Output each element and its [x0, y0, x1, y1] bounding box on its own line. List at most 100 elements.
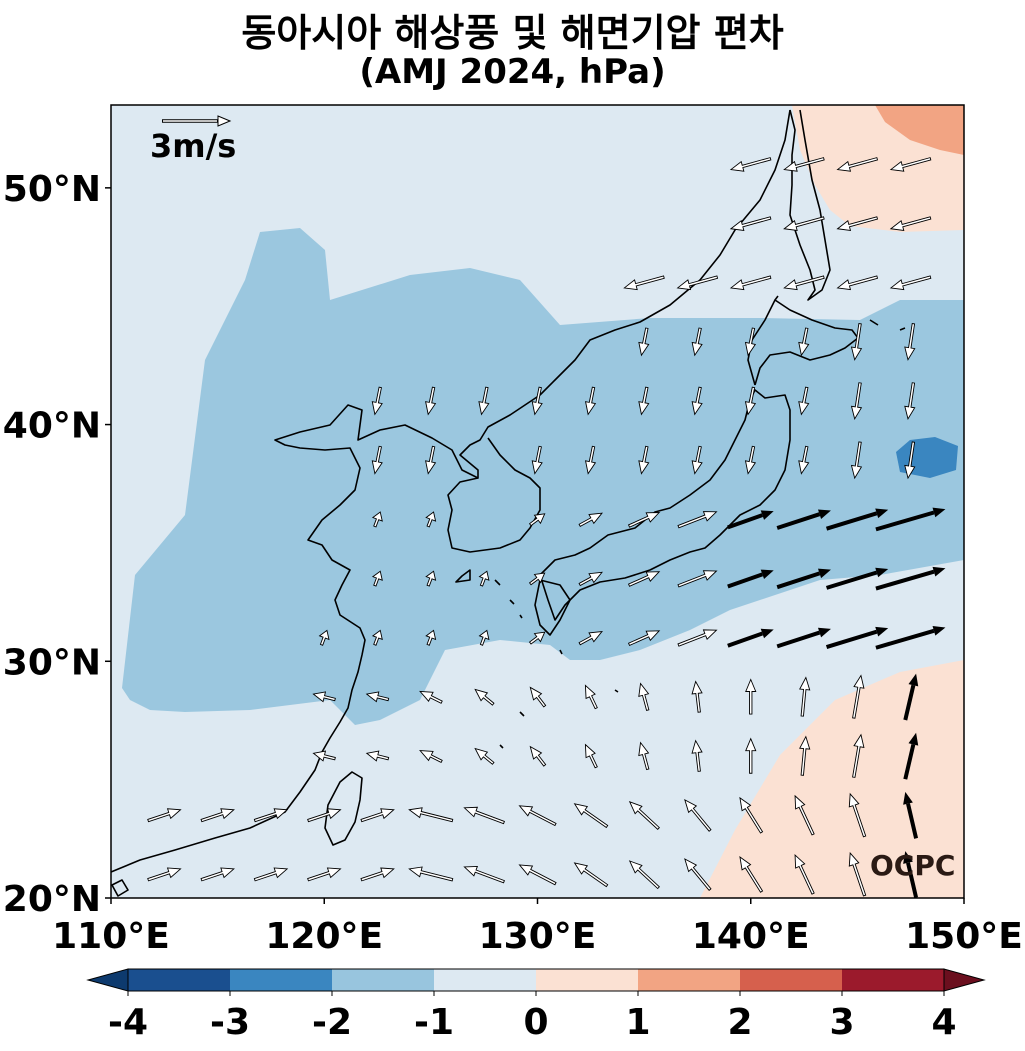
wind-vector: [889, 216, 932, 231]
wind-vector: [360, 808, 395, 823]
wind-vector: [848, 851, 867, 897]
wind-vector: [627, 571, 661, 587]
colorbar-tick-label: -3: [210, 1002, 250, 1043]
wind-vector: [825, 567, 889, 590]
colorbar-tick-label: -1: [414, 1002, 454, 1043]
wind-vector: [903, 851, 919, 898]
colorbar-under-extension: [86, 968, 129, 992]
wind-vector: [584, 743, 598, 769]
map-title: 동아시아 해상풍 및 해면기압 편차: [241, 11, 784, 55]
wind-vector: [903, 791, 919, 839]
lon-tick-label: 110°E: [52, 916, 170, 957]
colorbar-swatch: [740, 969, 842, 991]
colorbar-swatch: [332, 969, 434, 991]
wind-vector: [573, 803, 609, 829]
colorbar-swatch: [638, 969, 740, 991]
wind-vector: [745, 678, 757, 715]
wind-vector: [903, 673, 919, 721]
colorbar-tick-label: 0: [523, 1002, 548, 1043]
wind-vector: [889, 275, 932, 291]
taiwan-coast: [324, 771, 363, 846]
wind-vector: [798, 445, 810, 475]
wind-vector: [691, 445, 703, 475]
wind-vector: [744, 327, 757, 357]
wind-vector: [529, 745, 547, 767]
wind-vector: [783, 157, 825, 172]
wind-vector: [677, 629, 718, 647]
lon-tick-label: 140°E: [692, 916, 810, 957]
wind-vector: [147, 867, 182, 882]
wind-vector: [425, 511, 437, 528]
wind-vector: [638, 386, 650, 416]
wind-vector: [518, 805, 557, 827]
wind-vector: [798, 386, 810, 416]
wind-vector: [425, 445, 437, 475]
wind-vector: [691, 327, 703, 357]
small-islands: [455, 295, 906, 749]
wind-vector: [627, 630, 661, 647]
wind-vector: [904, 382, 916, 421]
wind-vector: [677, 511, 718, 529]
wind-vector: [739, 796, 764, 834]
map-subtitle: (AMJ 2024, hPa): [359, 52, 666, 92]
wind-vector: [875, 626, 946, 650]
wind-vector: [727, 510, 774, 530]
wind-vector: [529, 686, 547, 708]
wind-vector: [727, 569, 774, 589]
wind-vector: [463, 865, 505, 884]
wind-vector: [638, 327, 650, 357]
wind-vector: [528, 631, 546, 645]
colorbar-swatch: [128, 969, 230, 991]
wind-vector: [783, 216, 825, 231]
wind-vector: [850, 382, 863, 421]
wind-vector: [474, 688, 495, 706]
colorbar-swatch: [536, 969, 638, 991]
colorbar-swatch: [842, 969, 944, 991]
wind-vector: [627, 512, 661, 528]
anomaly-field-neg2-to-neg1: [122, 228, 964, 725]
wind-vector: [776, 568, 831, 590]
wind-vector: [852, 733, 865, 778]
wind-vector: [307, 867, 342, 882]
wind-vector: [371, 629, 383, 646]
wind-vector: [584, 684, 598, 710]
ocpc-watermark: OCPC: [870, 849, 955, 882]
wind-vector: [825, 508, 889, 531]
wind-vector: [904, 323, 916, 361]
wind-vector: [684, 798, 712, 832]
lat-tick-label: 40°N: [3, 406, 101, 447]
wind-vector: [783, 275, 825, 291]
wind-vector: [799, 676, 811, 717]
wind-vector: [638, 445, 650, 475]
lat-tick-label: 30°N: [3, 642, 101, 683]
wind-vector: [875, 566, 946, 591]
wind-vector: [318, 629, 330, 646]
wind-vector: [419, 690, 443, 704]
wind-vector: [676, 275, 719, 291]
wind-vector: [200, 808, 235, 823]
china-coast: [111, 109, 791, 873]
wind-vector: [253, 808, 289, 823]
colorbar-tick-label: 2: [727, 1002, 752, 1043]
wind-vector: [889, 157, 932, 172]
wind-vector: [850, 441, 863, 480]
wind-vector: [253, 867, 289, 882]
lat-tick-label: 50°N: [3, 169, 101, 210]
wind-vector: [852, 674, 865, 719]
wind-vector: [478, 629, 490, 646]
anomaly-field-0-to-1-south: [700, 660, 964, 898]
wind-vector: [836, 216, 879, 231]
wind-vector: [478, 386, 490, 416]
wind-vector: [371, 570, 383, 587]
reference-vector-label: 3m/s: [150, 127, 236, 165]
wind-vector: [365, 750, 390, 762]
wind-vector: [531, 445, 543, 475]
wind-vector: [312, 750, 336, 762]
wind-vector: [799, 735, 811, 776]
wind-vector: [638, 741, 650, 771]
wind-vector: [371, 386, 383, 416]
wind-vector: [474, 747, 495, 765]
wind-vector: [478, 570, 490, 587]
wind-vector: [408, 807, 454, 823]
